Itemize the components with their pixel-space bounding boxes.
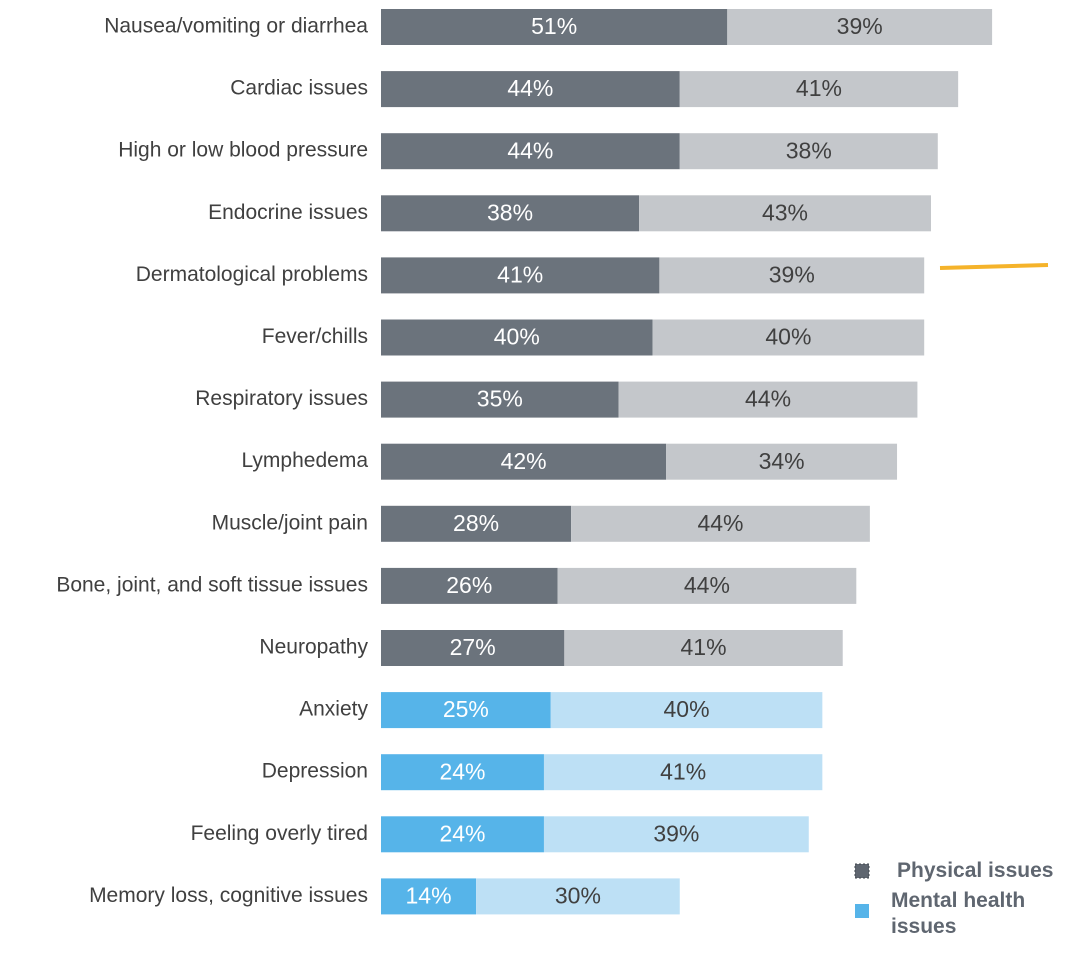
- data-label: 41%: [497, 261, 543, 287]
- bar-segment: [381, 319, 653, 356]
- data-label: 43%: [762, 199, 808, 225]
- y-tick-label: Dermatological problems: [136, 263, 368, 286]
- y-tick-label: Fever/chills: [262, 325, 368, 348]
- y-tick-label: Memory loss, cognitive issues: [89, 884, 368, 907]
- data-label: 40%: [765, 324, 811, 350]
- data-label: 14%: [406, 882, 452, 908]
- bar-segment: [543, 754, 823, 791]
- bar-segment: [679, 71, 959, 108]
- bar-segment: [679, 133, 938, 170]
- legend-swatch: [855, 904, 869, 918]
- bar-segment: [381, 257, 660, 294]
- bar-segment: [618, 381, 918, 418]
- y-tick-label: Feeling overly tired: [191, 822, 368, 845]
- data-label: 26%: [446, 572, 492, 598]
- data-label: 44%: [507, 75, 553, 101]
- data-label: 41%: [660, 758, 706, 784]
- data-label: 25%: [443, 696, 489, 722]
- bar-segment: [381, 630, 565, 666]
- data-label: 41%: [796, 75, 842, 101]
- bar-segment: [381, 816, 544, 853]
- bar-segment: [727, 9, 993, 45]
- y-tick-label: Bone, joint, and soft tissue issues: [56, 573, 368, 596]
- y-tick-label: Anxiety: [299, 698, 368, 721]
- y-tick-label: Nausea/vomiting or diarrhea: [104, 15, 368, 38]
- bar-segment: [381, 443, 667, 480]
- bar-segment: [557, 567, 857, 604]
- data-label: 44%: [507, 137, 553, 163]
- decoration-line: [939, 263, 1049, 270]
- y-tick-label: Respiratory issues: [195, 387, 368, 410]
- data-label: 42%: [501, 448, 547, 474]
- bar-segment: [381, 878, 477, 915]
- data-label: 27%: [450, 634, 496, 660]
- data-label: 44%: [684, 572, 730, 598]
- y-tick-label: Cardiac issues: [230, 77, 368, 100]
- data-label: 44%: [697, 510, 743, 536]
- data-label: 38%: [487, 199, 533, 225]
- data-label: 51%: [531, 13, 577, 39]
- bar-segment: [381, 505, 572, 542]
- bar-segment: [381, 71, 680, 108]
- data-label: 39%: [837, 13, 883, 39]
- data-label: 39%: [769, 261, 815, 287]
- legend-swatch: [854, 863, 870, 879]
- data-label: 39%: [653, 820, 699, 846]
- bar-segment: [639, 195, 931, 232]
- data-label: 44%: [745, 386, 791, 412]
- y-tick-label: Lymphedema: [242, 449, 369, 472]
- data-label: 40%: [664, 696, 710, 722]
- y-tick-label: High or low blood pressure: [118, 139, 368, 162]
- data-label: 38%: [786, 137, 832, 163]
- data-label: 35%: [477, 386, 523, 412]
- y-tick-label: Depression: [262, 760, 368, 783]
- bar-segment: [381, 195, 640, 232]
- data-label: 41%: [681, 634, 727, 660]
- data-label: 30%: [555, 882, 601, 908]
- data-label: 24%: [439, 758, 485, 784]
- y-tick-label: Muscle/joint pain: [212, 511, 368, 534]
- data-label: 34%: [759, 448, 805, 474]
- y-tick-label: Endocrine issues: [208, 201, 368, 224]
- bar-segment: [381, 381, 619, 418]
- bar-segment: [550, 692, 823, 729]
- legend-label: Physical issues: [897, 859, 1054, 882]
- data-label: 28%: [453, 510, 499, 536]
- bar-segment: [652, 319, 925, 356]
- y-tick-label: Neuropathy: [259, 636, 368, 659]
- data-label: 40%: [494, 324, 540, 350]
- bar-segment: [381, 754, 544, 791]
- bar-segment: [381, 692, 551, 729]
- bar-segment: [659, 257, 925, 294]
- bar-segment: [381, 133, 680, 170]
- legend-label: Mental health issues: [891, 889, 1026, 938]
- bar-segment: [564, 630, 843, 666]
- bar-segment: [543, 816, 809, 853]
- bar-segment: [381, 9, 728, 45]
- bar-segment: [476, 878, 680, 915]
- data-label: 24%: [439, 820, 485, 846]
- bar-segment: [666, 443, 898, 480]
- bar-segment: [381, 567, 558, 604]
- bar-segment: [571, 505, 870, 542]
